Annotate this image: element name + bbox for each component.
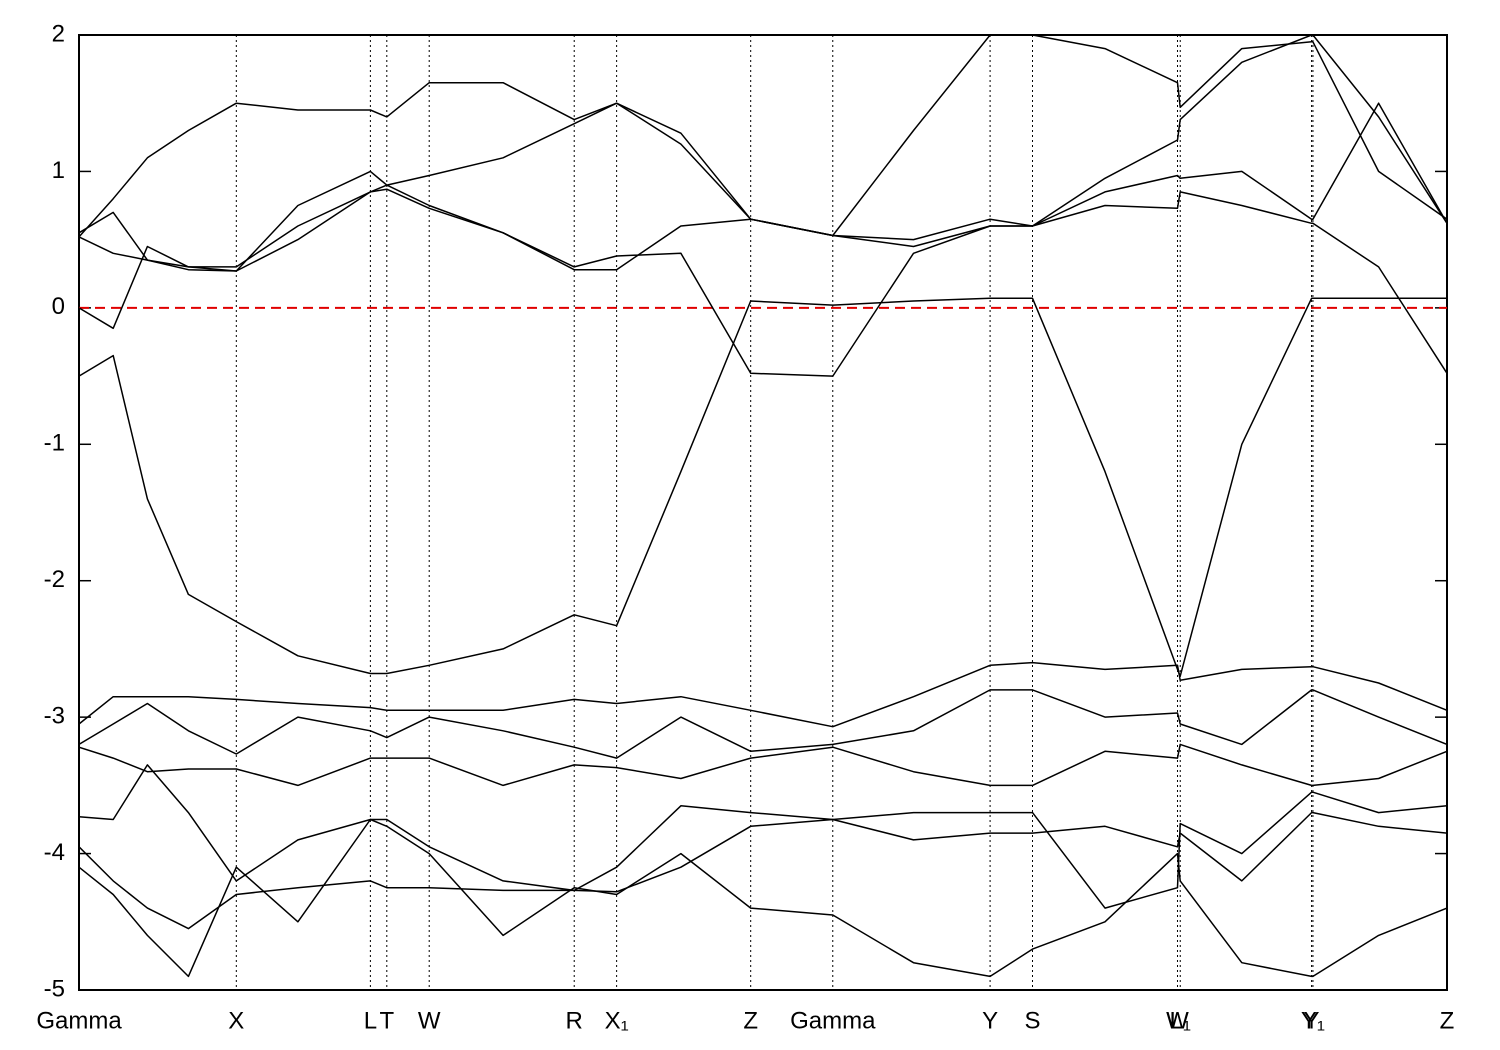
y-tick-label: -5 <box>44 975 65 1002</box>
x-tick-label: Z <box>743 1007 758 1034</box>
band-line <box>79 297 1447 677</box>
band-line <box>79 689 1447 759</box>
x-tick-label: Gamma <box>790 1007 876 1034</box>
y-tick-label: -2 <box>44 566 65 593</box>
x-tick-label: Y₁ <box>1301 1007 1325 1034</box>
band-line <box>79 35 1447 330</box>
band-line <box>79 35 1447 272</box>
x-tick-label: X <box>228 1007 244 1034</box>
band-line <box>79 764 1447 909</box>
x-tick-label: W <box>418 1007 441 1034</box>
x-tick-label: Y <box>1304 1007 1320 1034</box>
x-tick-label: W <box>1166 1007 1189 1034</box>
x-tick-label: Z <box>1440 1007 1455 1034</box>
band-line <box>79 743 1447 787</box>
y-tick-label: 1 <box>52 157 65 184</box>
y-tick-label: -4 <box>44 839 65 866</box>
x-tick-label: R <box>566 1007 583 1034</box>
band-line <box>79 818 1447 978</box>
x-tick-label: Gamma <box>36 1007 122 1034</box>
x-tick-label: Y <box>982 1007 998 1034</box>
band-line <box>79 811 1447 930</box>
x-tick-label: X₁ <box>605 1007 629 1034</box>
x-tick-label: L₁ <box>1170 1007 1191 1034</box>
y-tick-label: -1 <box>44 430 65 457</box>
y-tick-label: 0 <box>52 293 65 320</box>
y-tick-label: 2 <box>52 20 65 47</box>
x-tick-label: T <box>379 1007 394 1034</box>
x-tick-label: L <box>364 1007 377 1034</box>
plot-frame <box>78 34 1448 991</box>
band-line <box>79 188 1447 377</box>
band-line <box>79 661 1447 728</box>
band-line <box>79 81 1447 248</box>
x-tick-label: S <box>1024 1007 1040 1034</box>
y-tick-label: -3 <box>44 702 65 729</box>
